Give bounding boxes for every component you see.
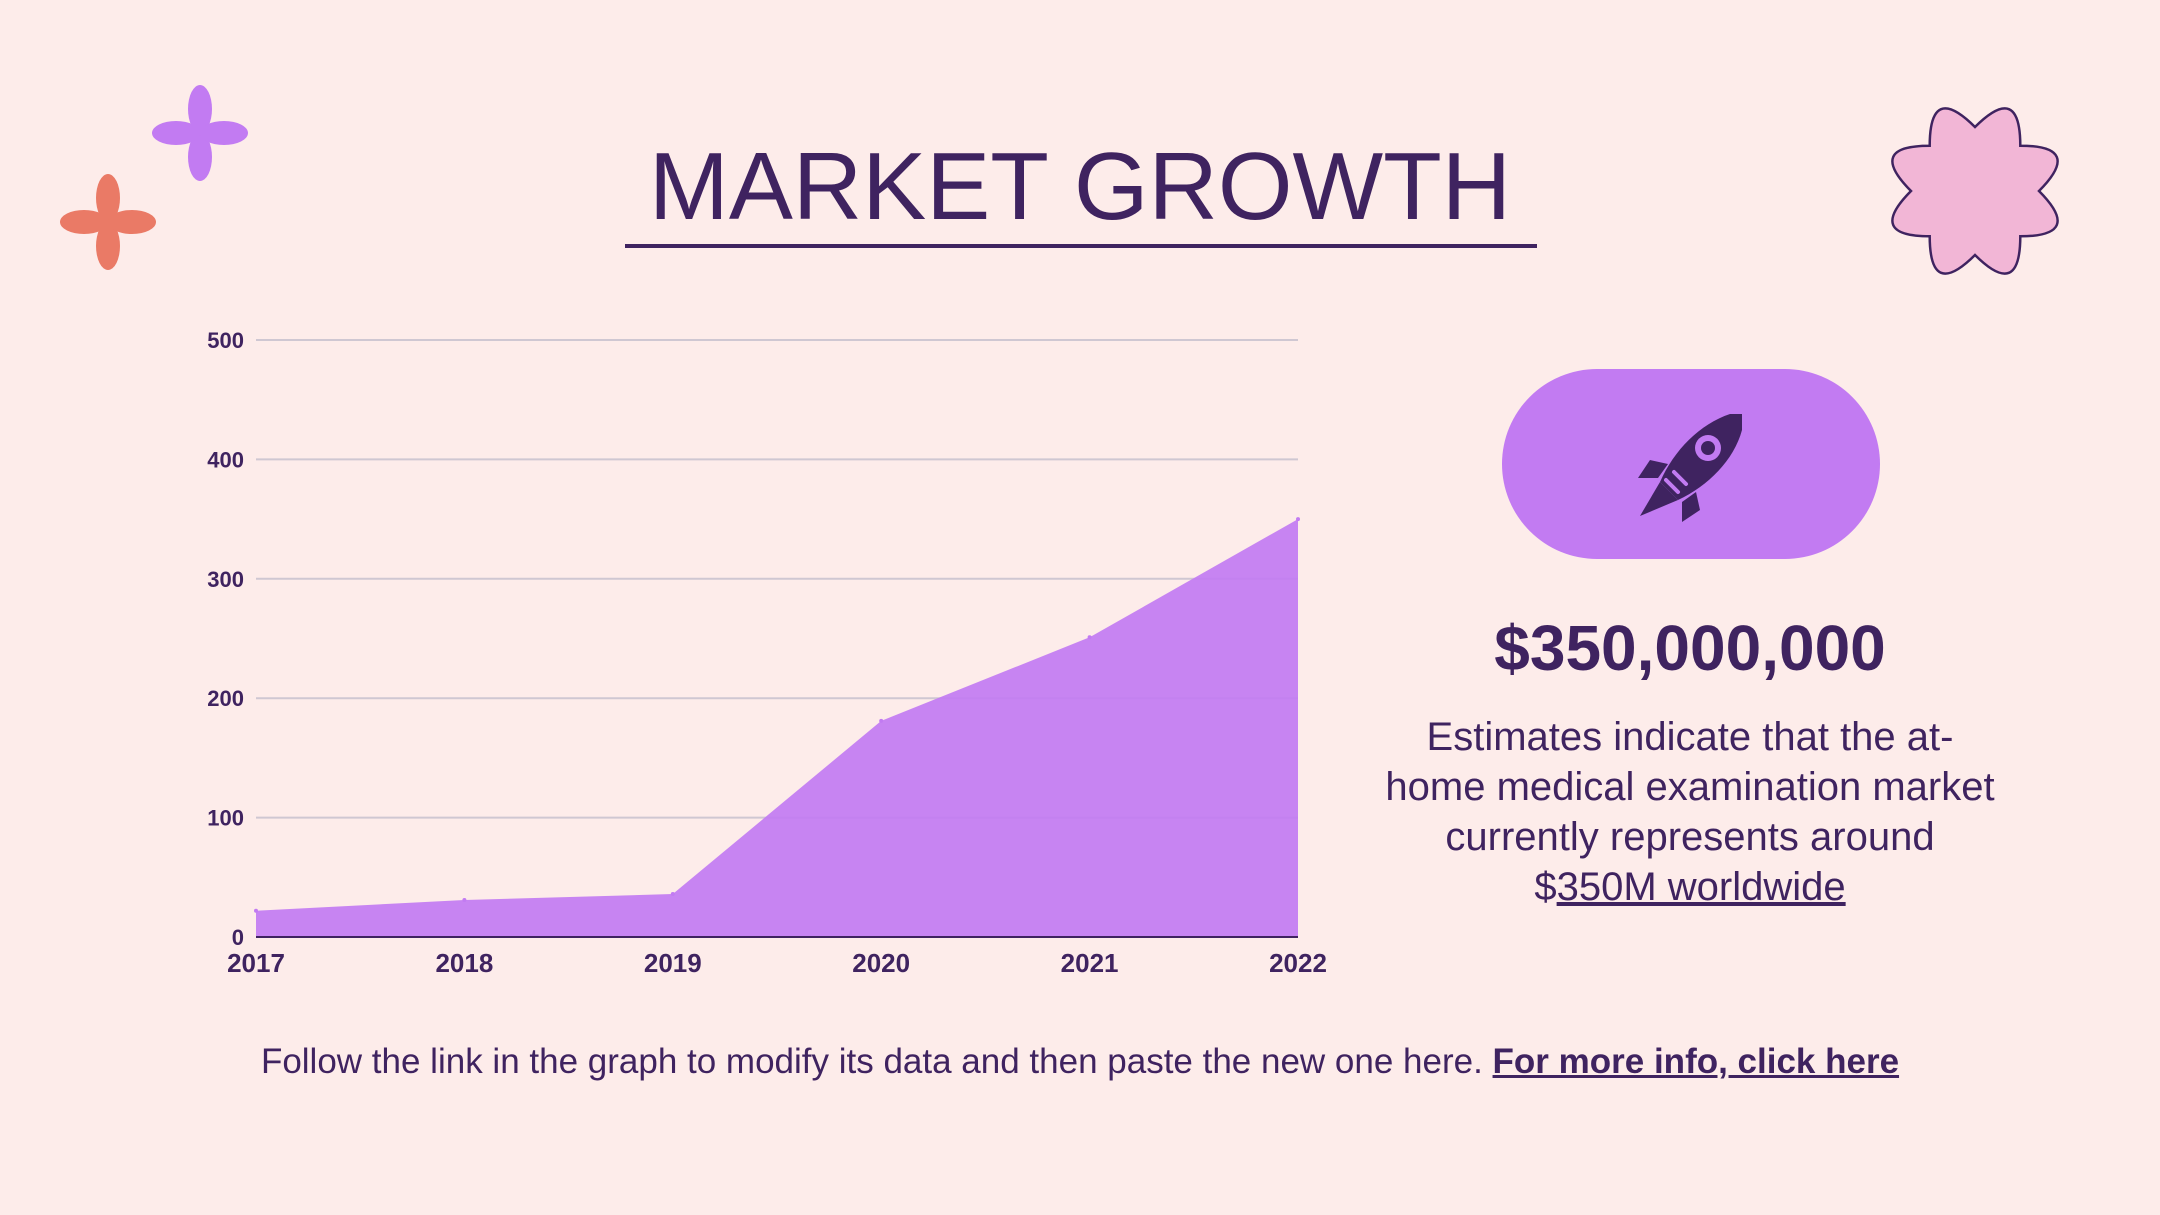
x-tick-label: 2021 (1061, 948, 1119, 978)
x-tick-label: 2022 (1269, 948, 1327, 978)
data-point (254, 908, 258, 913)
footer-text: Follow the link in the graph to modify i… (260, 1042, 1493, 1081)
area-chart[interactable]: 0 100 200 300 400 500 2017 2018 2019 2020 2021 2022 (0, 0, 1400, 1000)
y-tick-label: 0 (232, 925, 244, 950)
y-tick-label: 500 (207, 328, 244, 353)
market-value-stat: $350,000,000 (1494, 612, 1886, 684)
data-point (1296, 517, 1300, 522)
market-description: Estimates indicate that the at-home medi… (1380, 712, 2000, 912)
more-info-link[interactable]: For more info, click here (1492, 1042, 1900, 1081)
description-link[interactable]: 350M worldwide (1556, 865, 1846, 909)
title-underline (625, 244, 1537, 248)
y-tick-label: 300 (207, 567, 244, 592)
data-point (879, 718, 884, 723)
pink-flower-icon (1891, 107, 2059, 275)
x-tick-label: 2018 (435, 948, 493, 978)
orange-flower-icon (60, 174, 156, 270)
data-point (670, 892, 675, 897)
y-tick-label: 400 (207, 447, 244, 472)
data-point (1087, 635, 1092, 640)
x-tick-label: 2020 (852, 948, 910, 978)
y-tick-label: 200 (207, 686, 244, 711)
page-title: MARKET GROWTH (648, 133, 1512, 240)
area-series (256, 519, 1298, 937)
description-text: Estimates indicate that the at-home medi… (1385, 715, 1995, 909)
footer-note: Follow the link in the graph to modify i… (0, 1037, 2160, 1087)
data-point (462, 897, 467, 902)
rocket-icon (1638, 414, 1742, 522)
x-tick-label: 2017 (227, 948, 285, 978)
x-tick-label: 2019 (644, 948, 702, 978)
y-tick-label: 100 (207, 806, 244, 831)
purple-flower-icon (152, 85, 248, 181)
